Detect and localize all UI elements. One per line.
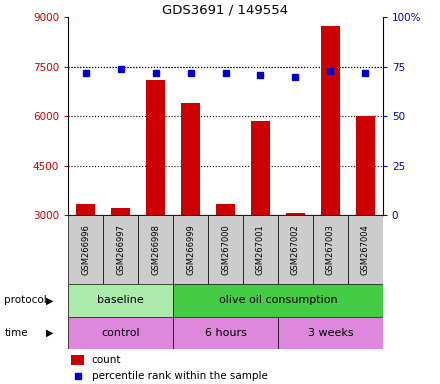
- Text: protocol: protocol: [4, 295, 47, 306]
- Text: olive oil consumption: olive oil consumption: [219, 295, 337, 306]
- Bar: [138, 215, 173, 284]
- Text: baseline: baseline: [97, 295, 144, 306]
- Bar: [356, 116, 375, 215]
- Text: GSM266997: GSM266997: [116, 224, 125, 275]
- Bar: [68, 284, 173, 317]
- Text: GSM267000: GSM267000: [221, 224, 230, 275]
- Bar: [146, 80, 165, 215]
- Bar: [286, 214, 305, 215]
- Bar: [181, 103, 200, 215]
- Text: control: control: [101, 328, 140, 338]
- Text: GSM266998: GSM266998: [151, 224, 160, 275]
- Text: percentile rank within the sample: percentile rank within the sample: [92, 371, 268, 381]
- Text: GSM267002: GSM267002: [291, 224, 300, 275]
- Bar: [348, 215, 383, 284]
- Text: ▶: ▶: [46, 328, 54, 338]
- Text: GSM267001: GSM267001: [256, 224, 265, 275]
- Bar: [243, 215, 278, 284]
- Bar: [313, 215, 348, 284]
- Bar: [68, 215, 103, 284]
- Bar: [278, 317, 383, 349]
- Bar: [173, 215, 208, 284]
- Text: time: time: [4, 328, 28, 338]
- Bar: [216, 204, 235, 215]
- Text: GSM266996: GSM266996: [81, 224, 90, 275]
- Title: GDS3691 / 149554: GDS3691 / 149554: [162, 3, 289, 16]
- Text: GSM267004: GSM267004: [361, 224, 370, 275]
- Bar: [173, 317, 278, 349]
- Text: ▶: ▶: [46, 295, 54, 306]
- Text: 6 hours: 6 hours: [205, 328, 246, 338]
- Bar: [71, 355, 84, 365]
- Bar: [68, 317, 173, 349]
- Bar: [251, 121, 270, 215]
- Bar: [208, 215, 243, 284]
- Text: 3 weeks: 3 weeks: [308, 328, 353, 338]
- Bar: [111, 209, 130, 215]
- Bar: [321, 25, 340, 215]
- Text: count: count: [92, 355, 121, 365]
- Bar: [76, 204, 95, 215]
- Bar: [173, 284, 383, 317]
- Text: GSM266999: GSM266999: [186, 224, 195, 275]
- Text: GSM267003: GSM267003: [326, 224, 335, 275]
- Bar: [103, 215, 138, 284]
- Bar: [278, 215, 313, 284]
